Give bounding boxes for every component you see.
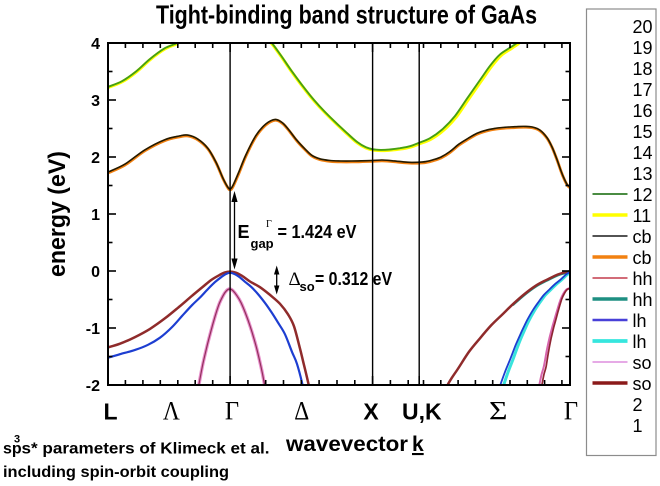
svg-text:18: 18 (633, 59, 653, 79)
svg-text:13: 13 (633, 164, 653, 184)
svg-text:hh: hh (633, 269, 653, 289)
svg-text:k: k (412, 433, 424, 456)
svg-text:0: 0 (91, 264, 100, 281)
svg-text:gap: gap (251, 236, 274, 251)
svg-text:energy (eV): energy (eV) (44, 151, 71, 277)
svg-text:2: 2 (633, 395, 643, 415)
svg-text:Δ: Δ (294, 397, 309, 426)
svg-text:16: 16 (633, 101, 653, 121)
svg-text:Γ: Γ (266, 219, 272, 230)
svg-text:so: so (300, 279, 315, 294)
svg-text:-2: -2 (86, 378, 100, 395)
svg-text:-1: -1 (86, 321, 100, 338)
svg-text:Γ: Γ (225, 397, 239, 426)
svg-text:cb: cb (633, 248, 652, 268)
svg-text:Γ: Γ (564, 397, 578, 426)
svg-text:X: X (363, 399, 379, 425)
svg-text:1: 1 (633, 416, 643, 436)
svg-text:14: 14 (633, 143, 653, 163)
svg-text:hh: hh (633, 290, 653, 310)
svg-text:so: so (633, 374, 652, 394)
svg-text:lh: lh (633, 332, 647, 352)
svg-text:12: 12 (633, 185, 653, 205)
svg-text:sp: sp (3, 441, 22, 458)
svg-text:3: 3 (91, 93, 100, 110)
svg-text:Λ: Λ (163, 397, 180, 426)
svg-text:U,K: U,K (402, 399, 442, 425)
svg-text:Tight-binding band structure o: Tight-binding band structure of GaAs (156, 0, 537, 30)
svg-text:2: 2 (91, 150, 100, 167)
svg-text:lh: lh (633, 311, 647, 331)
svg-text:wavevector: wavevector (285, 433, 408, 456)
svg-text:17: 17 (633, 80, 653, 100)
svg-text:s* parameters of Klimeck et al: s* parameters of Klimeck et al. (22, 441, 270, 458)
svg-text:1: 1 (91, 207, 100, 224)
svg-text:Δ: Δ (289, 269, 301, 290)
svg-text:= 0.312 eV: = 0.312 eV (315, 269, 392, 289)
svg-text:4: 4 (91, 36, 100, 53)
svg-text:11: 11 (633, 206, 652, 226)
svg-text:19: 19 (633, 38, 653, 58)
svg-text:20: 20 (633, 17, 653, 37)
svg-text:L: L (103, 399, 117, 425)
svg-text:Σ: Σ (489, 397, 508, 426)
svg-text:= 1.424 eV: = 1.424 eV (278, 222, 357, 242)
svg-text:including spin-orbit coupling: including spin-orbit coupling (3, 464, 229, 481)
svg-text:15: 15 (633, 122, 653, 142)
svg-text:E: E (238, 222, 250, 242)
svg-text:3: 3 (14, 434, 20, 446)
svg-text:so: so (633, 353, 652, 373)
svg-text:cb: cb (633, 227, 652, 247)
